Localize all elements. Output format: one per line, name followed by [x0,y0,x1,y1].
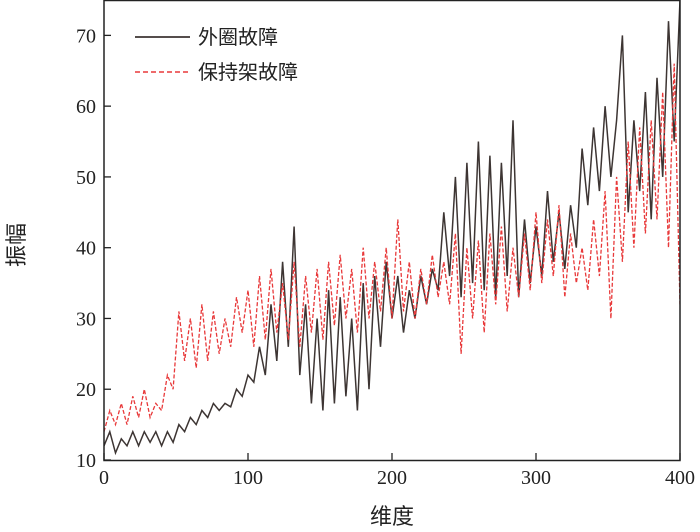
legend: 外圈故障 保持架故障 [135,26,298,84]
x-tick-label: 300 [521,467,551,489]
y-tick-label: 60 [76,96,96,118]
ticks-layer: 0 100 200 300 400 10 20 30 40 50 60 70 [76,25,695,489]
legend-label-cage: 保持架故障 [198,61,298,84]
x-tick-label: 200 [377,467,407,489]
x-tick-label: 100 [233,467,263,489]
legend-label-outer-race: 外圈故障 [198,26,278,49]
y-tick-label: 10 [76,450,96,472]
series-line-1 [104,63,680,432]
plot-frame [103,0,681,462]
x-tick-label: 0 [99,467,109,489]
y-tick-label: 50 [76,167,96,189]
y-tick-label: 40 [76,238,96,260]
y-tick-label: 70 [76,25,96,47]
x-tick-label: 400 [665,467,695,489]
y-axis-title: 振幅 [4,223,29,267]
y-tick-label: 20 [76,379,96,401]
y-tick-label: 30 [76,308,96,330]
x-axis-title: 维度 [370,504,414,529]
series-layer [104,0,680,456]
